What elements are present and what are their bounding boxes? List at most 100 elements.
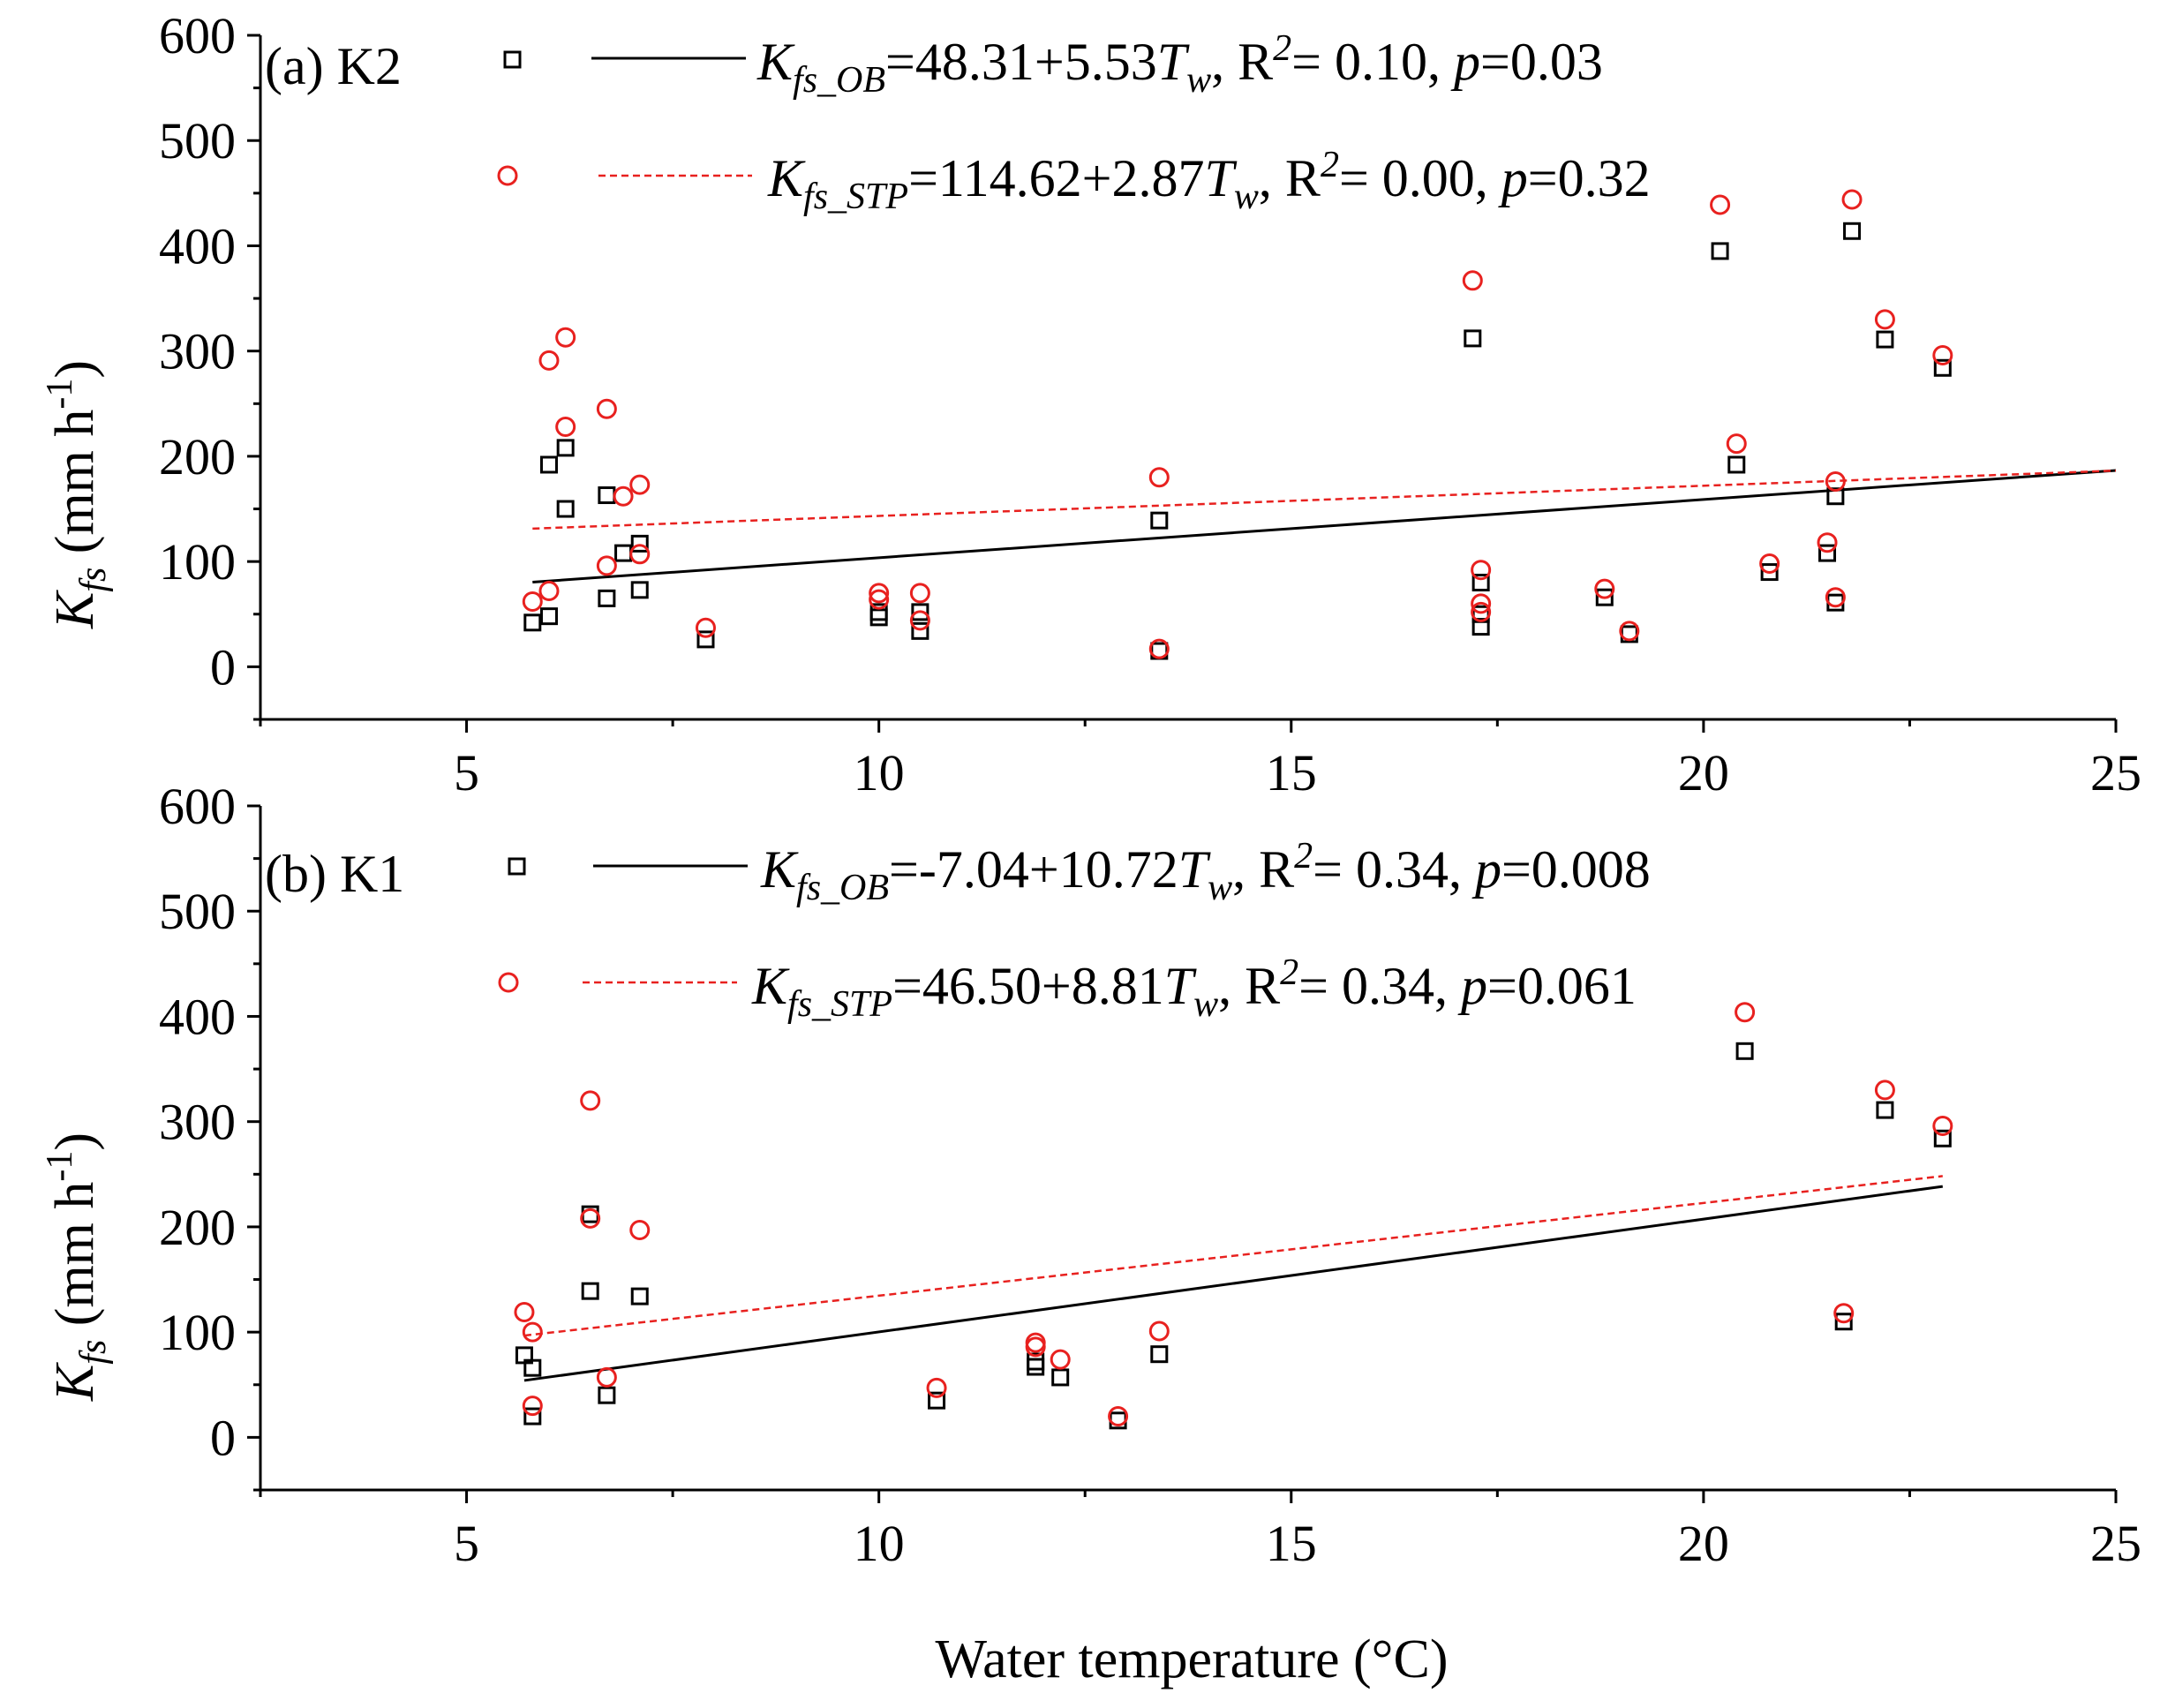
point-stp: [522, 1321, 543, 1343]
point-stp: [1050, 1349, 1071, 1370]
point-stp: [1025, 1332, 1046, 1353]
y-tick-label: 600: [159, 7, 236, 64]
point-stp: [1759, 553, 1780, 575]
y-tick-label: 100: [159, 533, 236, 591]
y-tick-label: 300: [159, 1094, 236, 1151]
point-ob: [539, 455, 558, 474]
legend-ob-equation: Kfs_OB=-7.04+10.72Tw, R2= 0.34, p=0.008: [760, 836, 1651, 908]
point-ob: [556, 439, 575, 457]
point-ob: [523, 613, 542, 632]
point-stp: [629, 1220, 651, 1240]
point-stp: [1471, 601, 1492, 622]
x-tick-label: 15: [1266, 744, 1317, 801]
point-ob: [696, 630, 715, 649]
point-stp: [1148, 638, 1170, 659]
point-ob: [1826, 487, 1845, 506]
point-stp: [629, 544, 651, 565]
point-stp: [629, 474, 651, 495]
point-stp: [514, 1302, 535, 1322]
point-stp: [596, 1366, 617, 1388]
point-ob: [928, 1391, 946, 1410]
point-stp: [1619, 621, 1640, 642]
x-tick-label: 20: [1678, 744, 1729, 801]
x-axis-title: Water temperature (°C): [936, 1629, 1449, 1689]
ylabel-k: K: [45, 589, 105, 629]
panel-a-points: [522, 189, 1953, 660]
point-stp: [1817, 532, 1838, 553]
y-tick-label: 0: [210, 638, 236, 696]
panel-b-ylabel: Kfs (mm h-1): [40, 1132, 114, 1402]
x-tick-label: 5: [454, 744, 479, 801]
point-stp: [1833, 1303, 1855, 1324]
point-ob: [523, 1407, 542, 1426]
point-ob: [523, 1358, 542, 1377]
point-ob: [630, 534, 649, 553]
point-stp: [869, 583, 890, 604]
fit-line-stp: [523, 1175, 1943, 1337]
point-ob: [1826, 593, 1845, 612]
point-stp: [1932, 1115, 1953, 1136]
point-stp: [596, 398, 617, 419]
point-stp: [580, 1208, 601, 1229]
point-stp: [538, 350, 560, 371]
fit-line-ob: [532, 469, 2117, 584]
ylabel-sup: -1: [40, 379, 80, 410]
panel-a: 0 100 200 300 400 500 600 5 10 15 20 25 (a) K2 Kfs …: [40, 7, 2141, 801]
point-ob: [598, 589, 616, 607]
point-stp: [1932, 344, 1953, 365]
point-stp: [522, 1396, 543, 1417]
y-tick-label: 400: [159, 217, 236, 275]
x-tick-label: 10: [854, 744, 905, 801]
point-stp: [869, 589, 890, 610]
point-ob: [1464, 329, 1482, 348]
point-ob: [911, 603, 929, 621]
panel-b-fit-lines: [523, 1175, 1944, 1382]
panel-a-label: (a) K2: [265, 37, 402, 95]
point-ob: [1735, 1042, 1754, 1060]
point-ob: [869, 608, 888, 627]
point-stp: [1471, 593, 1492, 614]
point-ob: [1027, 1352, 1045, 1371]
point-stp: [1148, 1321, 1170, 1342]
y-tick-label: 200: [159, 1199, 236, 1256]
legend-circle-marker: [497, 165, 518, 186]
panel-a-axes: 0 100 200 300 400 500 600 5 10 15 20 25: [159, 7, 2141, 801]
point-stp: [555, 417, 576, 438]
point-ob: [1760, 563, 1779, 582]
point-ob: [1150, 511, 1169, 530]
point-stp: [522, 591, 543, 612]
point-stp: [1471, 560, 1492, 581]
point-stp: [1108, 1406, 1129, 1427]
point-ob: [1876, 330, 1894, 349]
point-stp: [1726, 433, 1747, 455]
point-ob: [598, 1386, 616, 1404]
point-stp: [1462, 270, 1483, 291]
point-ob: [1933, 1129, 1952, 1147]
legend-ob-equation: Kfs_OB=48.31+5.53Tw, R2= 0.10, p=0.03: [756, 28, 1603, 101]
point-stp: [1874, 1080, 1895, 1101]
y-tick-label: 500: [159, 112, 236, 169]
y-tick-label: 100: [159, 1304, 236, 1361]
legend-square-marker: [508, 857, 526, 876]
point-stp: [555, 327, 576, 348]
panel-b-points: [514, 1002, 1953, 1430]
point-ob: [1051, 1368, 1070, 1387]
panel-b-axes: 0 100 200 300 400 500 600 5 10 15 20 25: [159, 778, 2141, 1572]
legend-stp-equation: Kfs_STP=46.50+8.81Tw, R2= 0.34, p=0.061: [751, 952, 1637, 1025]
y-tick-label: 600: [159, 778, 236, 835]
point-stp: [1841, 189, 1863, 210]
point-ob: [581, 1282, 599, 1300]
x-tick-label: 5: [454, 1515, 479, 1572]
point-ob: [630, 581, 649, 599]
point-ob: [1933, 358, 1952, 377]
y-tick-label: 500: [159, 883, 236, 940]
x-tick-label: 10: [854, 1515, 905, 1572]
point-ob: [614, 544, 633, 562]
point-ob: [1843, 222, 1862, 240]
point-stp: [695, 617, 716, 638]
point-ob: [869, 603, 888, 621]
point-stp: [1874, 309, 1895, 330]
x-tick-label: 25: [2090, 1515, 2141, 1572]
point-ob: [1876, 1101, 1894, 1119]
